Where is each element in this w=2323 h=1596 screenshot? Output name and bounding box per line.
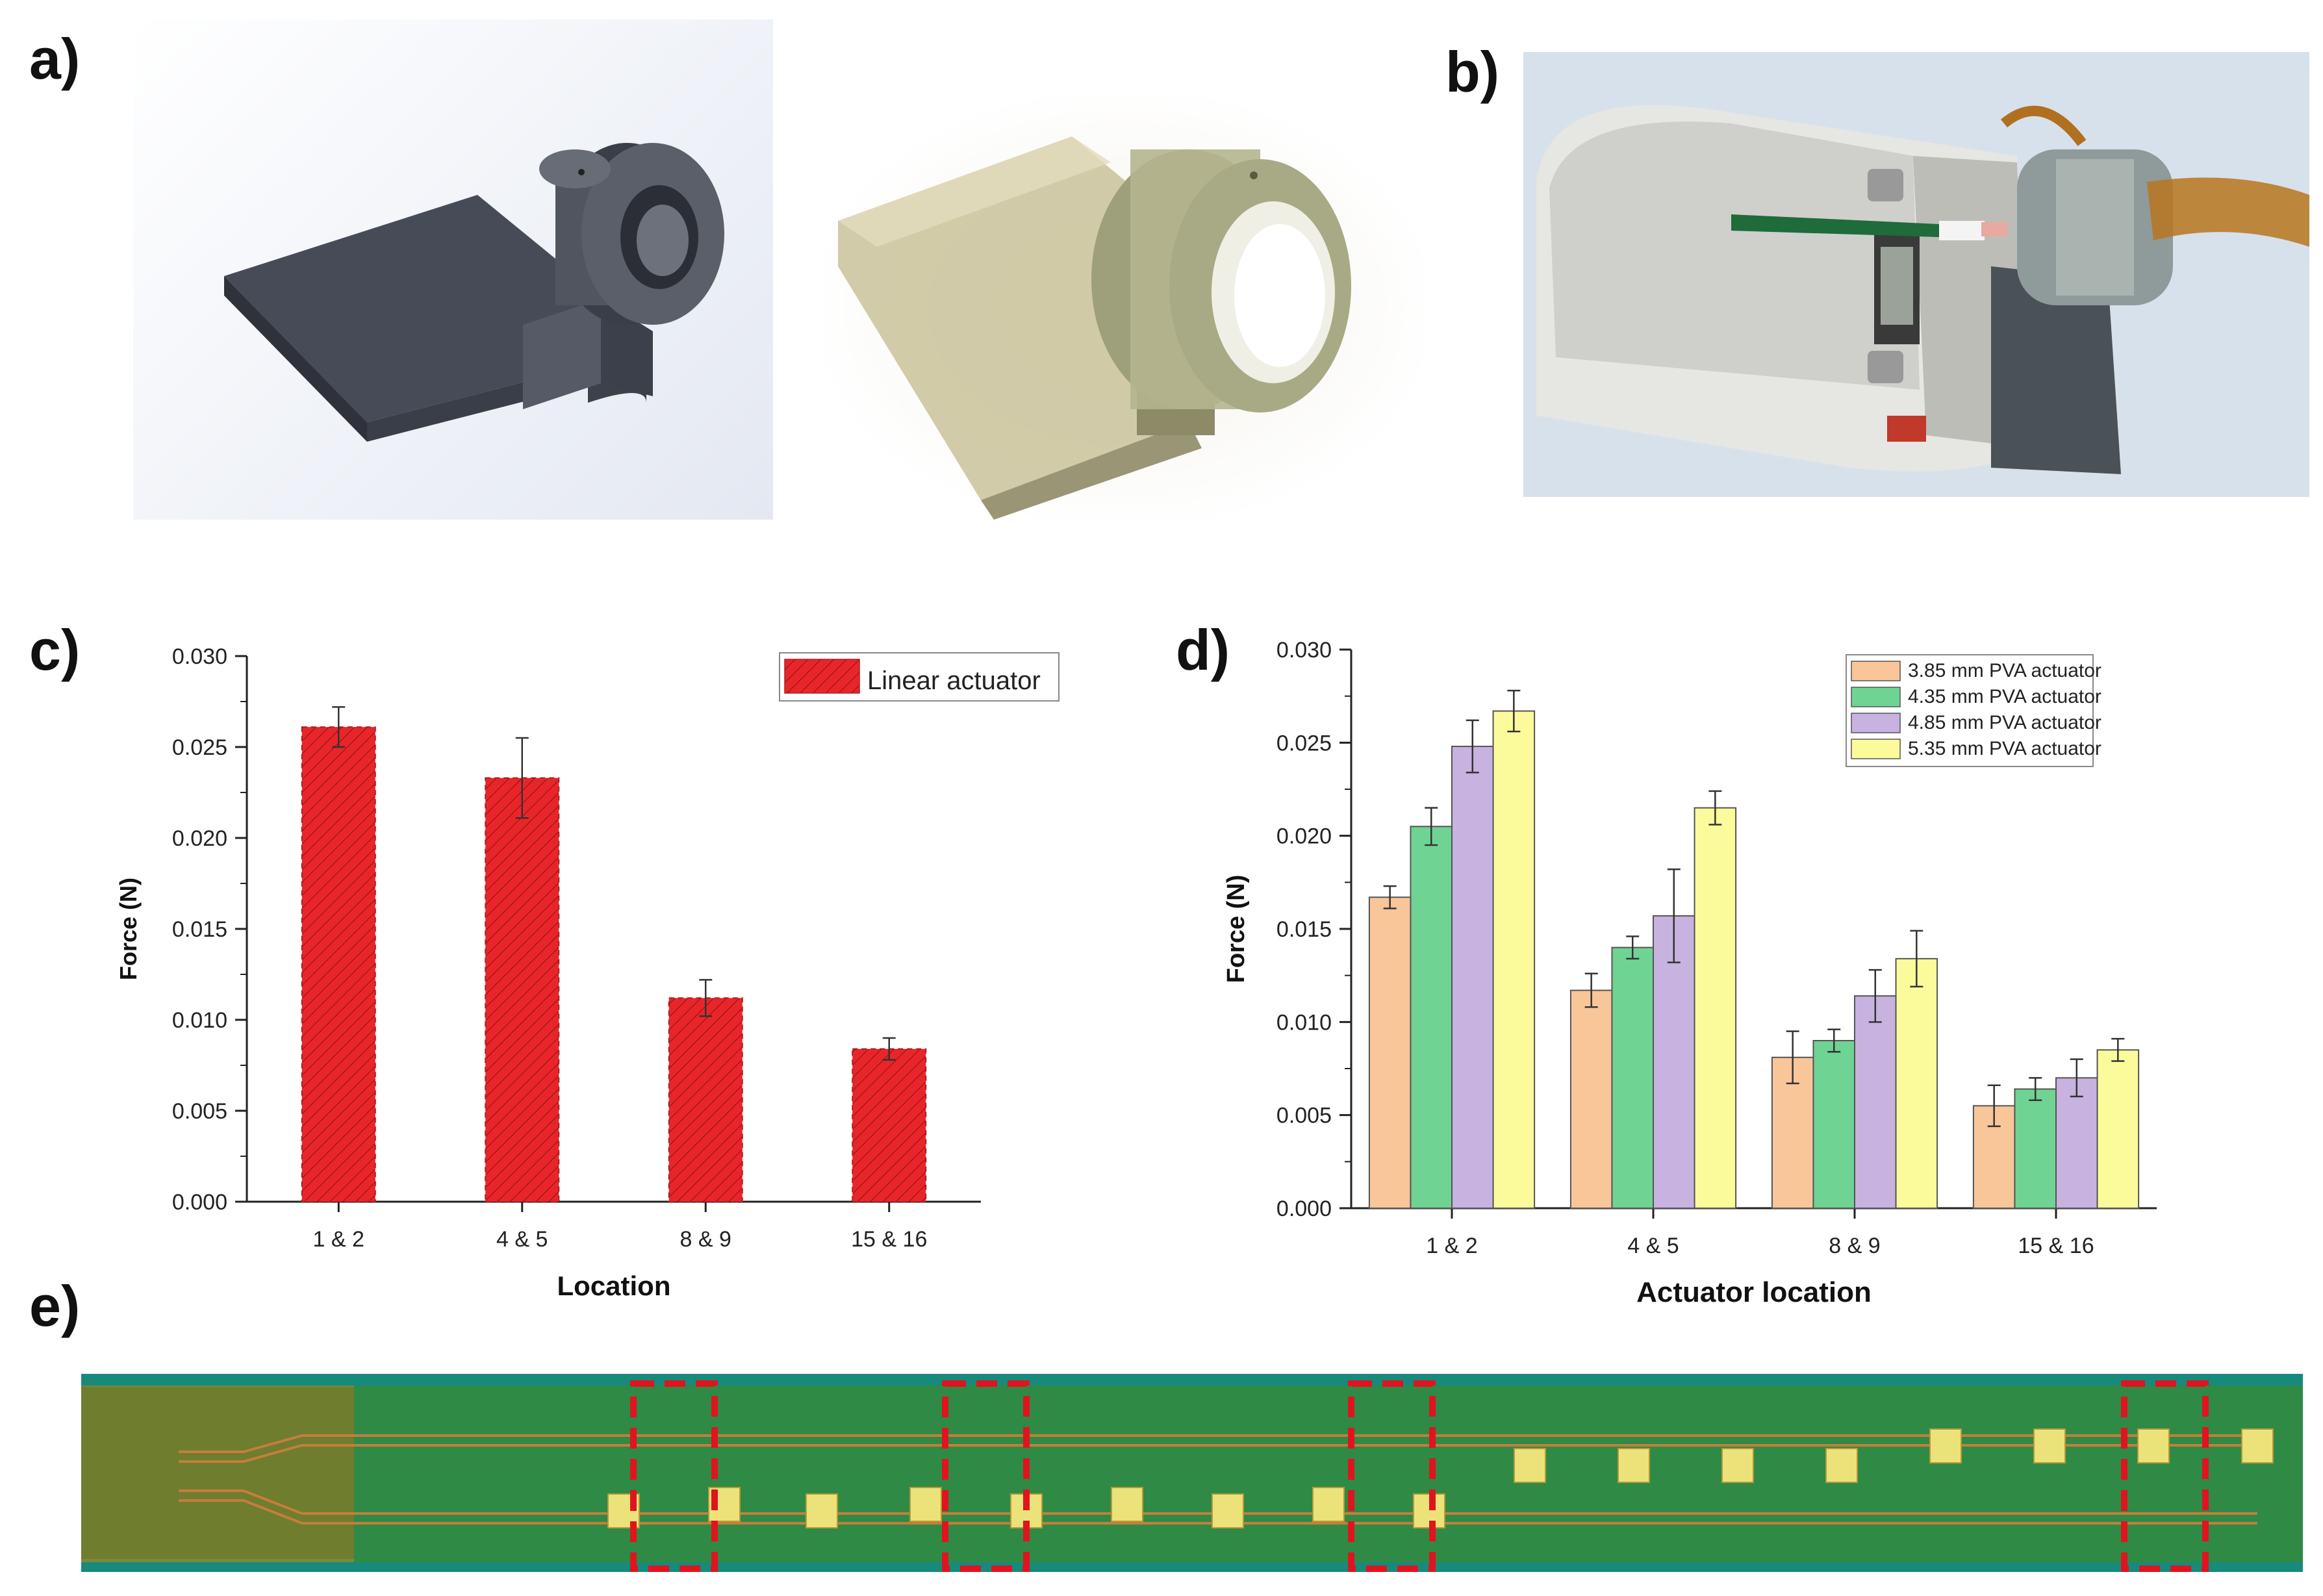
chart-c: 0.000 0.005 0.010 0.015 0.020 0.025 0.030 1 & 2… [115, 644, 1060, 1301]
y-tick-label: 0.015 [1276, 917, 1332, 942]
sensor-pad [2033, 1428, 2066, 1463]
bar [1771, 1056, 1814, 1209]
panel-a-label: a) [29, 27, 81, 91]
highlight-box [2121, 1380, 2209, 1572]
legend-label: Linear actuator [867, 666, 1041, 695]
scale-photo [1523, 52, 2309, 497]
sensor-pad [2137, 1428, 2170, 1463]
legend-swatch [1851, 661, 1901, 681]
legend: 3.85 mm PVA actuator 4.35 mm PVA actuator… [1846, 654, 2101, 767]
panel-e-label: e) [29, 1274, 81, 1338]
y-tick-label: 0.025 [172, 735, 227, 760]
y-axis-label: Force (N) [115, 878, 142, 980]
legend-swatch [1851, 687, 1901, 707]
y-tick-label: 0.020 [1276, 824, 1332, 849]
sensor-pad [1929, 1428, 1962, 1463]
x-tick-label: 8 & 9 [1829, 1234, 1880, 1258]
panel-c-label: c) [29, 618, 81, 682]
x-tick-label: 1 & 2 [313, 1227, 364, 1252]
bar [2055, 1077, 2098, 1209]
y-tick-label: 0.030 [1276, 638, 1332, 663]
legend-label: 3.85 mm PVA actuator [1908, 660, 2101, 681]
cad-render-actuator-mount-icon [224, 143, 724, 442]
y-tick-label: 0.025 [1276, 731, 1332, 755]
legend-label: 5.35 mm PVA actuator [1908, 738, 2101, 759]
panel-d-label: d) [1176, 618, 1230, 682]
x-tick-label: 8 & 9 [680, 1227, 731, 1252]
bar [1653, 915, 1695, 1209]
bar [2096, 1049, 2140, 1209]
panel-b-label: b) [1445, 40, 1500, 104]
bar [1694, 807, 1737, 1209]
x-tick-label: 4 & 5 [496, 1227, 548, 1252]
highlight-box [1348, 1380, 1436, 1572]
sensor-pad [1212, 1493, 1244, 1528]
bar [1854, 995, 1897, 1209]
bar [1895, 957, 1938, 1209]
force-measurement-scale-photo-icon [1523, 52, 2309, 497]
sensor-pad [1825, 1448, 1858, 1483]
bar [1410, 826, 1453, 1210]
bar [2014, 1088, 2057, 1209]
highlight-box [630, 1380, 718, 1572]
x-axis-label: Location [557, 1271, 671, 1301]
cad-render-image [133, 19, 773, 520]
bar [1611, 946, 1655, 1209]
bar [1812, 1040, 1856, 1209]
sensor-pad [1514, 1448, 1546, 1483]
bar [1368, 896, 1412, 1209]
sensor-pad [1618, 1448, 1650, 1483]
y-tick-label: 0.010 [172, 1008, 227, 1033]
bar [1451, 746, 1494, 1210]
sensor-pad [806, 1493, 838, 1528]
pcb-strip-photo [81, 1374, 2303, 1572]
legend: Linear actuator [779, 652, 1060, 702]
x-tick-label: 15 & 16 [851, 1227, 927, 1252]
sensor-pad [1312, 1487, 1345, 1522]
bar [668, 997, 743, 1203]
sensor-pad [1111, 1487, 1143, 1522]
legend-swatch [784, 659, 860, 694]
bar [1492, 710, 1536, 1210]
y-tick-label: 0.020 [172, 826, 227, 851]
flexible-pcb-strip-photo-icon [81, 1374, 2303, 1572]
bar [301, 726, 376, 1202]
y-tick-label: 0.000 [1276, 1197, 1332, 1221]
legend-swatch [1851, 713, 1901, 733]
3d-printed-actuator-mount-icon [838, 136, 1351, 520]
sensor-pad [2241, 1428, 2274, 1463]
y-tick-label: 0.000 [172, 1190, 227, 1215]
legend-swatch [1851, 739, 1901, 759]
bar [485, 777, 560, 1203]
bar [852, 1048, 927, 1202]
chart-d: 0.000 0.005 0.010 0.015 0.020 0.025 0.030 1 & 2… [1223, 638, 2157, 1308]
bar [1569, 989, 1613, 1209]
y-axis-label: Force (N) [1223, 875, 1250, 983]
highlight-box [942, 1380, 1030, 1572]
x-tick-label: 4 & 5 [1627, 1234, 1679, 1258]
x-tick-label: 1 & 2 [1426, 1234, 1477, 1258]
legend-label: 4.35 mm PVA actuator [1908, 686, 2101, 707]
y-tick-label: 0.005 [172, 1099, 227, 1124]
y-tick-label: 0.005 [1276, 1104, 1332, 1128]
x-tick-label: 15 & 16 [2018, 1234, 2094, 1258]
printed-part-image [825, 97, 1423, 520]
sensor-pad [1721, 1448, 1754, 1483]
y-tick-label: 0.010 [1276, 1010, 1332, 1035]
sensor-pad [909, 1487, 942, 1522]
y-tick-label: 0.015 [172, 917, 227, 942]
x-axis-label: Actuator location [1636, 1276, 1872, 1308]
y-tick-label: 0.030 [172, 644, 227, 669]
legend-label: 4.85 mm PVA actuator [1908, 712, 2101, 733]
